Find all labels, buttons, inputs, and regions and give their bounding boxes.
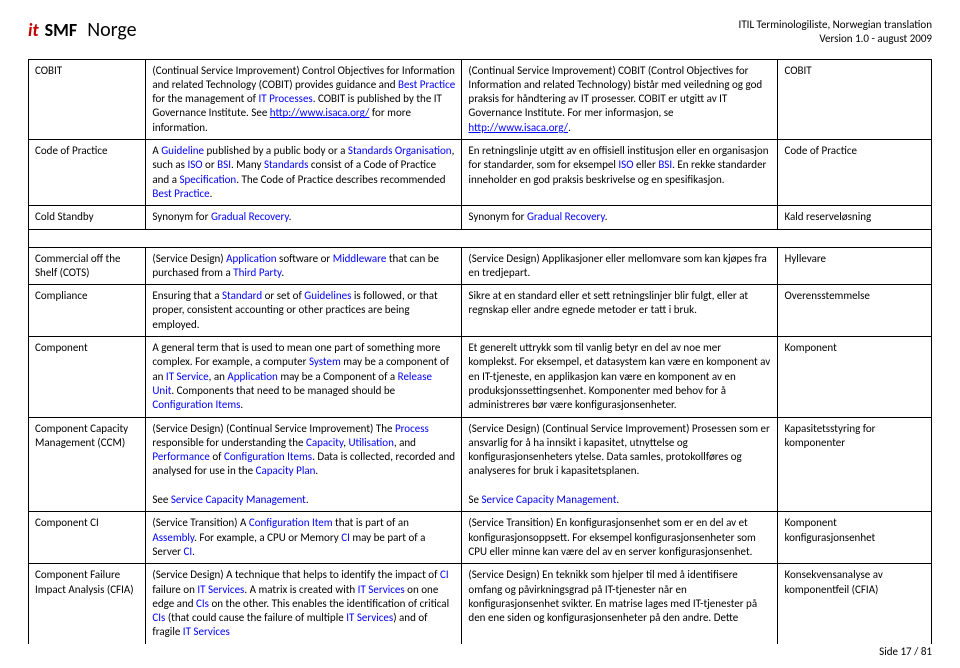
table-row: Commercial off the Shelf (COTS)(Service … bbox=[29, 247, 932, 285]
term-english: Component Failure Impact Analysis (CFIA) bbox=[29, 564, 146, 644]
header-title-line2: Version 1.0 - august 2009 bbox=[739, 32, 932, 46]
table-row: Component CI(Service Transition) A Confi… bbox=[29, 512, 932, 564]
definition-norwegian: En retningslinje utgitt av en offisiell … bbox=[462, 140, 778, 206]
term-english: Compliance bbox=[29, 285, 146, 337]
term-english: Component bbox=[29, 337, 146, 417]
definition-english: (Service Design) Application software or… bbox=[146, 247, 462, 285]
table-row: COBIT(Continual Service Improvement) Con… bbox=[29, 59, 932, 139]
table-row: Component Capacity Management (CCM)(Serv… bbox=[29, 417, 932, 512]
page-header: it SMF Norge ITIL Terminologiliste, Norwe… bbox=[28, 18, 932, 47]
header-title: ITIL Terminologiliste, Norwegian transla… bbox=[739, 18, 932, 47]
table-row: Component Failure Impact Analysis (CFIA)… bbox=[29, 564, 932, 644]
definition-english: (Service Transition) A Configuration Ite… bbox=[146, 512, 462, 564]
term-english: Commercial off the Shelf (COTS) bbox=[29, 247, 146, 285]
term-english: Component CI bbox=[29, 512, 146, 564]
table-row: Cold StandbySynonym for Gradual Recovery… bbox=[29, 206, 932, 229]
logo-smf: SMF bbox=[45, 19, 78, 41]
definition-norwegian: Et generelt uttrykk som til vanlig betyr… bbox=[462, 337, 778, 417]
definition-english: Ensuring that a Standard or set of Guide… bbox=[146, 285, 462, 337]
definition-english: A Guideline published by a public body o… bbox=[146, 140, 462, 206]
table-row: ComplianceEnsuring that a Standard or se… bbox=[29, 285, 932, 337]
term-norwegian: Konsekvensanalyse av komponentfeil (CFIA… bbox=[778, 564, 932, 644]
terminology-table: COBIT(Continual Service Improvement) Con… bbox=[28, 59, 932, 644]
definition-norwegian: (Continual Service Improvement) COBIT (C… bbox=[462, 59, 778, 139]
term-english: Code of Practice bbox=[29, 140, 146, 206]
term-english: COBIT bbox=[29, 59, 146, 139]
definition-norwegian: (Service Transition) En konfigurasjonsen… bbox=[462, 512, 778, 564]
term-norwegian: Kald reserveløsning bbox=[778, 206, 932, 229]
term-norwegian: Komponent bbox=[778, 337, 932, 417]
spacer bbox=[29, 229, 932, 247]
definition-english: (Continual Service Improvement) Control … bbox=[146, 59, 462, 139]
term-norwegian: Hyllevare bbox=[778, 247, 932, 285]
page-footer: Side 17 / 81 bbox=[879, 645, 932, 658]
definition-english: (Service Design) (Continual Service Impr… bbox=[146, 417, 462, 512]
definition-english: Synonym for Gradual Recovery. bbox=[146, 206, 462, 229]
logo-it: it bbox=[28, 19, 39, 41]
term-english: Cold Standby bbox=[29, 206, 146, 229]
definition-norwegian: Synonym for Gradual Recovery. bbox=[462, 206, 778, 229]
definition-english: A general term that is used to mean one … bbox=[146, 337, 462, 417]
logo-norge: Norge bbox=[87, 18, 136, 42]
logo: it SMF Norge bbox=[28, 18, 137, 42]
definition-norwegian: Sikre at en standard eller et sett retni… bbox=[462, 285, 778, 337]
term-norwegian: Code of Practice bbox=[778, 140, 932, 206]
table-row: Code of PracticeA Guideline published by… bbox=[29, 140, 932, 206]
header-title-line1: ITIL Terminologiliste, Norwegian transla… bbox=[739, 18, 932, 32]
table-row: ComponentA general term that is used to … bbox=[29, 337, 932, 417]
definition-norwegian: (Service Design) En teknikk som hjelper … bbox=[462, 564, 778, 644]
term-norwegian: Kapasitetsstyring for komponenter bbox=[778, 417, 932, 512]
term-norwegian: COBIT bbox=[778, 59, 932, 139]
term-norwegian: Overensstemmelse bbox=[778, 285, 932, 337]
term-english: Component Capacity Management (CCM) bbox=[29, 417, 146, 512]
term-norwegian: Komponent konfigurasjonsenhet bbox=[778, 512, 932, 564]
definition-norwegian: (Service Design) (Continual Service Impr… bbox=[462, 417, 778, 512]
definition-english: (Service Design) A technique that helps … bbox=[146, 564, 462, 644]
definition-norwegian: (Service Design) Applikasjoner eller mel… bbox=[462, 247, 778, 285]
